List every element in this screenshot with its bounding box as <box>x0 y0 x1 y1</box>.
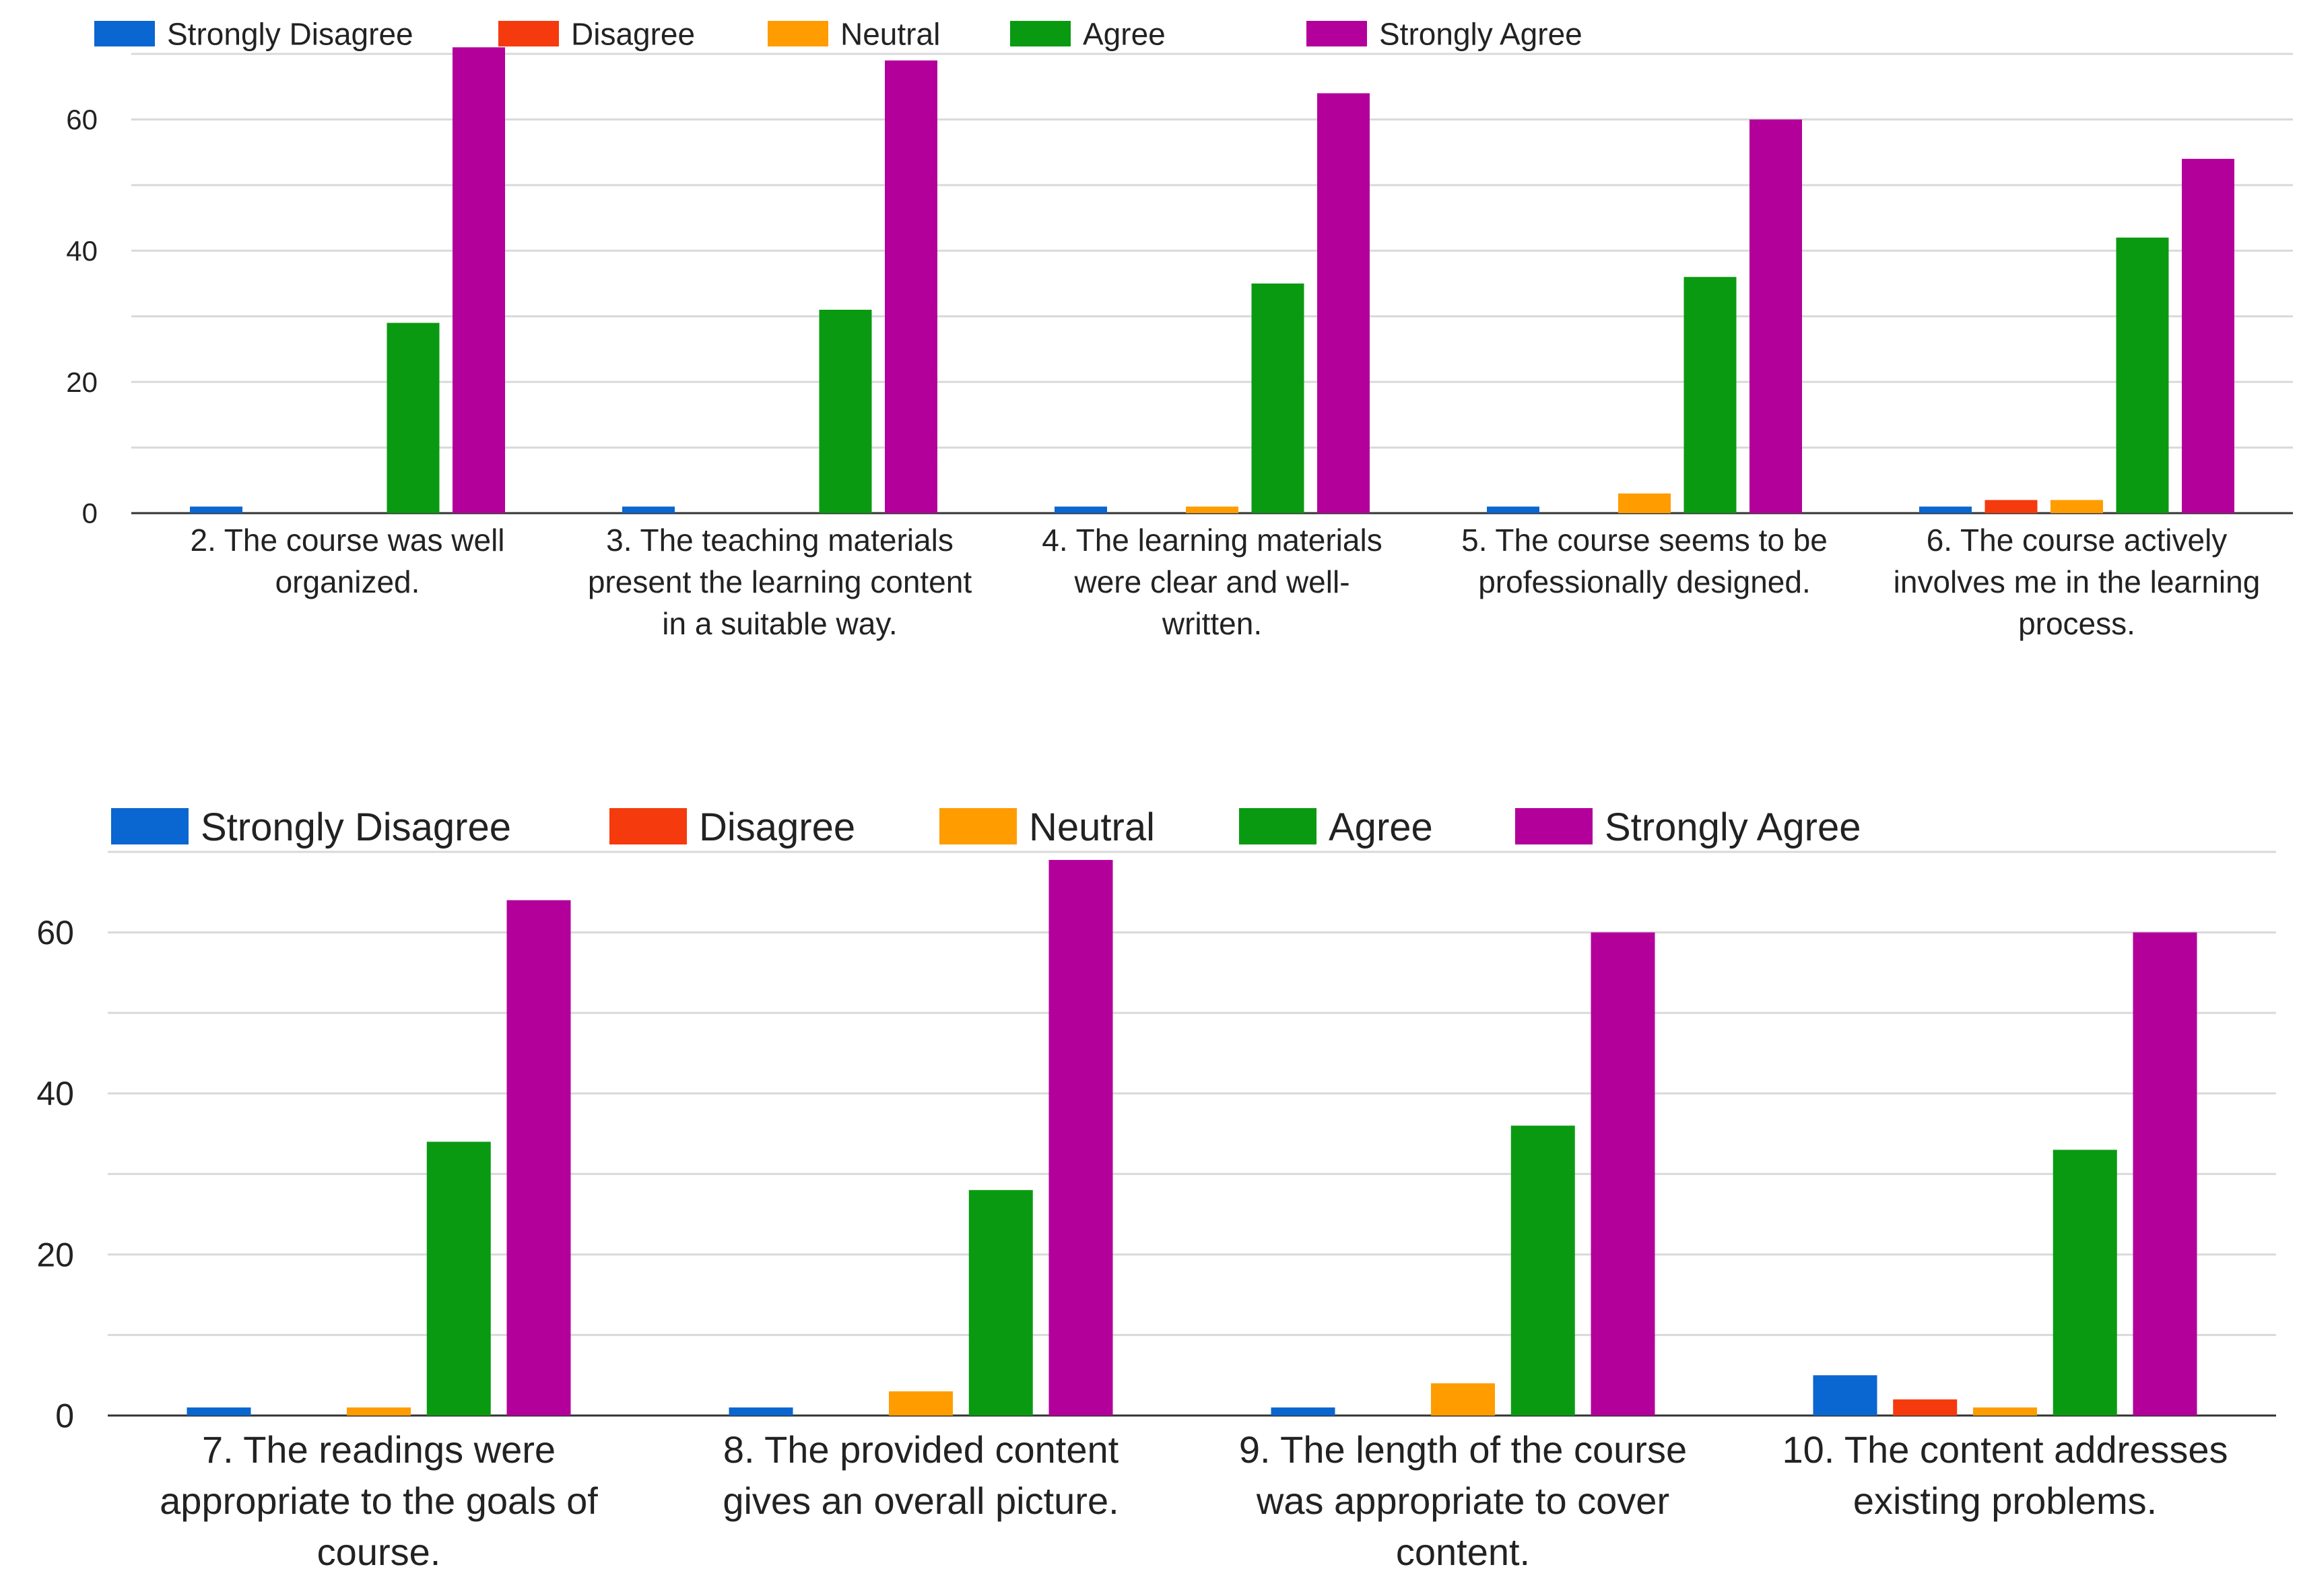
legend-label: Strongly Disagree <box>201 805 511 849</box>
bar <box>2053 1150 2117 1416</box>
bar <box>1618 493 1671 513</box>
bar <box>2050 500 2103 513</box>
y-tick-label: 20 <box>36 1236 74 1273</box>
bar <box>1985 500 2038 513</box>
legend-swatch-strongly-agree <box>1306 21 1367 46</box>
chart-2: 0 20 40 60 Strongly Disagree Disagree Neutral A… <box>36 805 2276 1573</box>
bar <box>729 1407 793 1416</box>
bar <box>1683 277 1737 513</box>
category-label: gives an overall picture. <box>723 1479 1119 1522</box>
category-label: in a suitable way. <box>662 606 897 641</box>
bar <box>2133 932 2197 1416</box>
legend-label: Neutral <box>1029 805 1155 849</box>
category-label: 10. The content addresses <box>1782 1428 2228 1471</box>
category-label: course. <box>317 1531 441 1573</box>
bar <box>889 1391 953 1416</box>
legend-swatch-disagree <box>609 808 687 844</box>
legend-label: Strongly Agree <box>1379 17 1582 52</box>
y-tick-label: 40 <box>36 1075 74 1112</box>
legend-swatch-agree <box>1010 21 1071 46</box>
category-label: 9. The length of the course <box>1239 1428 1687 1471</box>
legend-swatch-neutral <box>768 21 828 46</box>
bar <box>1487 506 1539 513</box>
bar <box>506 900 571 1416</box>
bar <box>453 47 505 513</box>
y-tick-label: 0 <box>55 1397 74 1435</box>
bar <box>1749 119 1802 513</box>
legend-swatch-strongly-disagree <box>94 21 155 46</box>
bar <box>1055 506 1107 513</box>
legend-label: Agree <box>1329 805 1433 849</box>
category-label: professionally designed. <box>1478 564 1811 599</box>
category-label: 3. The teaching materials <box>606 523 954 558</box>
category-label: 5. The course seems to be <box>1461 523 1828 558</box>
category-label: 6. The course actively <box>1927 523 2228 558</box>
bar <box>2116 237 2169 513</box>
bar <box>1893 1399 1958 1416</box>
y-tick-label: 40 <box>66 235 98 267</box>
category-label: process. <box>2018 606 2135 641</box>
bar <box>819 309 872 513</box>
y-tick-label: 20 <box>66 366 98 398</box>
category-label: content. <box>1396 1531 1530 1573</box>
legend-swatch-disagree <box>498 21 559 46</box>
bar <box>1251 284 1304 513</box>
y-tick-label: 60 <box>66 104 98 135</box>
category-label: were clear and well- <box>1073 564 1349 599</box>
bar <box>187 1407 251 1416</box>
legend-swatch-strongly-agree <box>1515 808 1593 844</box>
legend-label: Agree <box>1083 17 1166 52</box>
category-label: was appropriate to cover <box>1256 1479 1669 1522</box>
chart-1: 0 20 40 60 Strongly Disagree Disagree Neutral A… <box>66 17 2293 641</box>
category-label: 8. The provided content <box>723 1428 1119 1471</box>
category-label: involves me in the learning <box>1894 564 2261 599</box>
y-tick-label: 0 <box>82 498 98 529</box>
y-tick-label: 60 <box>36 914 74 952</box>
legend-label: Strongly Disagree <box>167 17 413 52</box>
bar <box>2182 158 2234 513</box>
legend-label: Disagree <box>699 805 855 849</box>
bar <box>347 1407 411 1416</box>
legend-label: Neutral <box>840 17 940 52</box>
category-label: present the learning content <box>588 564 972 599</box>
legend-label: Strongly Agree <box>1605 805 1861 849</box>
bar <box>1813 1375 1877 1416</box>
category-label: 4. The learning materials <box>1042 523 1382 558</box>
bar <box>885 60 937 513</box>
bar <box>1186 506 1238 513</box>
legend-swatch-strongly-disagree <box>111 808 189 844</box>
legend-label: Disagree <box>571 17 695 52</box>
category-label: existing problems. <box>1853 1479 2157 1522</box>
bar <box>1510 1125 1575 1416</box>
category-label: 2. The course was well <box>190 523 504 558</box>
bar <box>1271 1407 1335 1416</box>
category-label: appropriate to the goals of <box>160 1479 598 1522</box>
bar <box>1973 1407 2037 1416</box>
bar <box>190 506 242 513</box>
category-label: organized. <box>275 564 420 599</box>
legend-swatch-neutral <box>939 808 1017 844</box>
category-label: 7. The readings were <box>202 1428 556 1471</box>
bar <box>968 1190 1033 1416</box>
bar <box>1048 859 1113 1416</box>
bar <box>387 323 440 513</box>
bar <box>622 506 675 513</box>
bar <box>1431 1383 1495 1416</box>
bar <box>1591 932 1655 1416</box>
bar <box>1317 93 1370 513</box>
category-label: written. <box>1162 606 1262 641</box>
bar <box>1919 506 1972 513</box>
bar <box>426 1141 491 1416</box>
legend-swatch-agree <box>1239 808 1316 844</box>
